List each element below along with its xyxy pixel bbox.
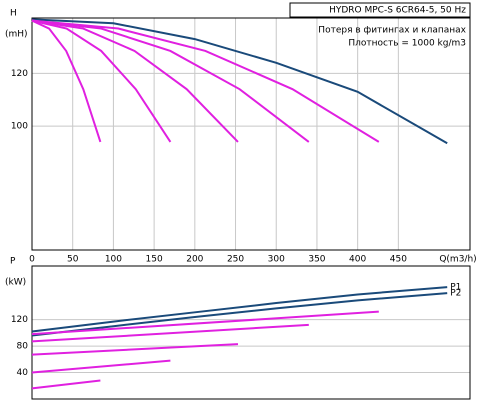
chart-title: HYDRO MPC-S 6CR64-5, 50 Hz [329, 6, 466, 16]
plot-frame [31, 265, 471, 400]
x-tick-label: 400 [349, 255, 366, 265]
y-tick-label: 80 [17, 342, 29, 352]
curve [31, 19, 239, 143]
annotation: Плотность = 1000 kg/m3 [348, 39, 466, 49]
y-axis-label: P [10, 257, 16, 267]
curve [31, 18, 448, 145]
y-tick-label: 100 [11, 122, 28, 132]
y-tick-label: 120 [11, 69, 28, 79]
y-axis-unit: (kW) [5, 278, 26, 288]
y-axis-label: H [10, 9, 17, 19]
annotation: Потеря в фитингах и клапанах [318, 26, 466, 36]
curve [31, 323, 309, 343]
curve [31, 19, 310, 143]
x-tick-label: 50 [67, 255, 79, 265]
curve [31, 292, 448, 337]
curve [31, 379, 101, 390]
series-label: P2 [450, 289, 461, 299]
series-label: P1 [450, 283, 461, 293]
curve [31, 19, 102, 143]
curve [31, 359, 171, 374]
plot-frame [31, 17, 471, 251]
y-axis-unit: (mH) [5, 30, 28, 40]
curve [31, 286, 448, 333]
x-tick-label: 200 [186, 255, 203, 265]
curve [31, 310, 379, 336]
y-tick-label: 120 [11, 315, 28, 325]
x-tick-label: 350 [308, 255, 325, 265]
x-tick-label: 0 [29, 255, 35, 265]
curve [31, 19, 380, 143]
curve [31, 343, 239, 356]
x-tick-label: 450 [390, 255, 407, 265]
curve [31, 19, 172, 143]
x-tick-label: 150 [146, 255, 163, 265]
y-tick-label: 40 [17, 368, 29, 378]
x-tick-label: 100 [105, 255, 122, 265]
title-box [289, 2, 471, 18]
x-tick-label: 250 [227, 255, 244, 265]
x-tick-label: 300 [268, 255, 285, 265]
x-axis-label: Q(m3/h) [439, 255, 476, 265]
